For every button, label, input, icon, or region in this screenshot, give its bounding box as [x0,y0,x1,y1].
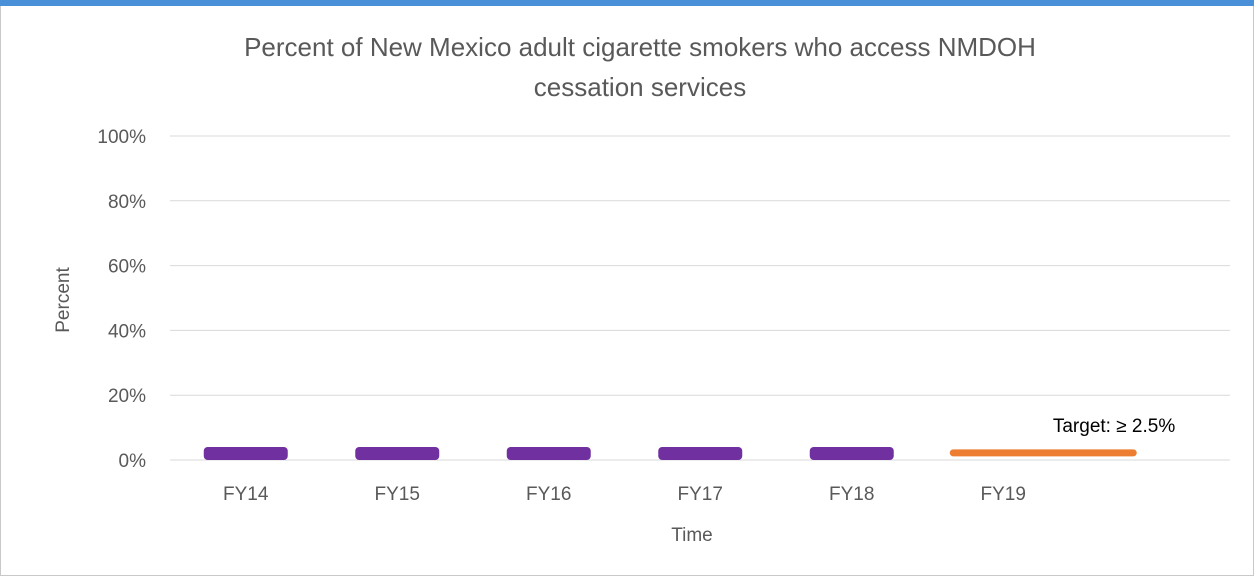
bar-fy15 [355,447,440,460]
x-tick-label: FY18 [829,484,874,505]
bar-fy16 [506,447,591,460]
x-tick-label: FY17 [678,484,723,505]
x-tick-label: FY16 [526,484,571,505]
y-tick-label: 80% [108,192,146,213]
y-tick-label: 20% [108,386,146,407]
chart-title-line-2: cessation services [534,72,746,102]
y-tick-label: 40% [108,321,146,342]
bar-fy17 [658,447,743,460]
x-tick-label: FY14 [223,484,269,505]
x-tick-label: FY19 [981,484,1026,505]
window-top-bar [0,0,1254,6]
y-tick-label: 100% [97,127,146,148]
y-tick-label: 0% [119,451,147,472]
bar-fy14 [203,447,288,460]
bar-fy18 [809,447,894,460]
chart-title-line-1: Percent of New Mexico adult cigarette sm… [244,32,1036,62]
x-tick-label: FY15 [375,484,420,505]
y-axis-label: Percent [53,267,74,333]
x-axis-label: Time [671,525,713,546]
y-tick-label: 60% [108,257,146,278]
target-label: Target: ≥ 2.5% [1053,416,1175,437]
